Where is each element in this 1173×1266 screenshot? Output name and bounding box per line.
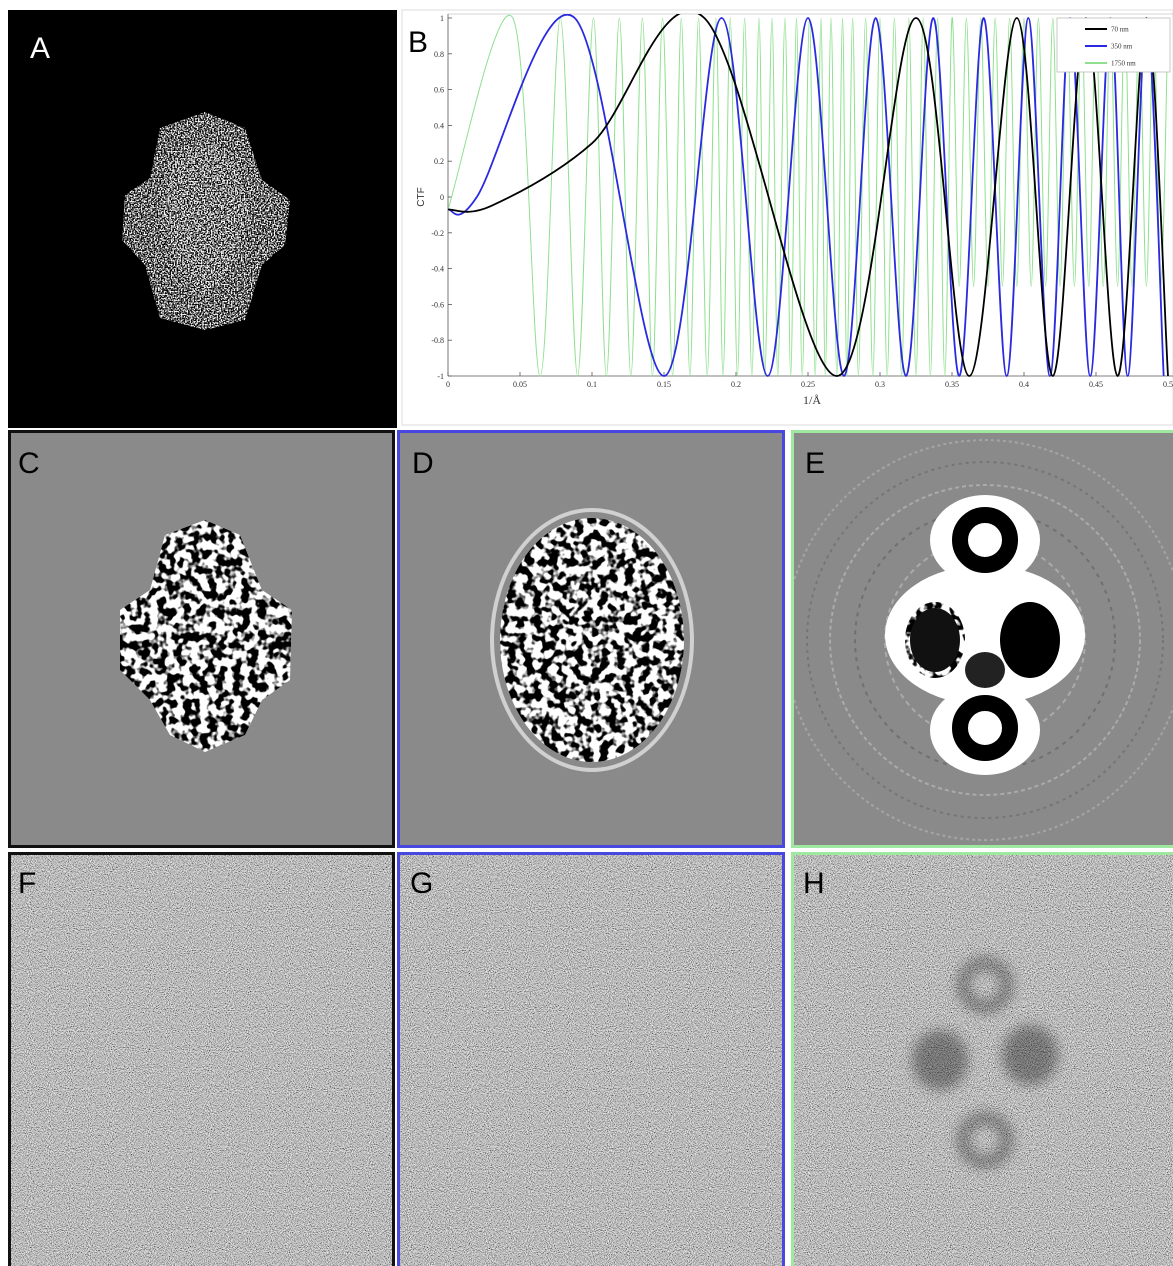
x-axis-label: 1/Å	[803, 393, 821, 407]
x-tick-label: 0.3	[875, 380, 885, 389]
y-tick-label: -0.6	[431, 300, 444, 309]
legend-label: 70 nm	[1111, 26, 1129, 34]
panel-label: C	[18, 447, 40, 480]
legend-label: 1750 nm	[1111, 60, 1136, 68]
y-tick-label: 1	[440, 14, 444, 23]
y-tick-label: -0.4	[431, 265, 444, 274]
y-tick-label: -1	[437, 372, 444, 381]
y-axis-label: CTF	[416, 187, 427, 206]
x-tick-label: 0.1	[587, 380, 597, 389]
panel-d-image	[500, 518, 684, 762]
panel-label: B	[408, 26, 428, 59]
x-tick-label: 0.45	[1089, 380, 1103, 389]
x-tick-label: 0	[446, 380, 450, 389]
y-tick-label: 0	[440, 193, 444, 202]
legend-label: 350 nm	[1111, 43, 1133, 51]
panel-label: E	[805, 447, 825, 480]
x-tick-label: 0.15	[657, 380, 671, 389]
y-tick-label: -0.8	[431, 336, 444, 345]
panel-h-image	[794, 855, 1173, 1266]
panel-label: G	[410, 867, 433, 900]
panel-g-image	[400, 855, 782, 1266]
y-tick-label: 0.8	[434, 50, 444, 59]
figure: 0 0.05 0.1 0.15 0.2 0.25 0.3 0.35 0.4 0.45 0.5 -1 -0…	[0, 0, 1173, 1266]
panel-label: F	[18, 867, 36, 900]
x-tick-label: 0.25	[801, 380, 815, 389]
panel-label: D	[412, 447, 434, 480]
x-tick-label: 0.05	[513, 380, 527, 389]
y-tick-label: 0.2	[434, 157, 444, 166]
x-tick-label: 0.5	[1163, 380, 1173, 389]
panel-label: H	[803, 867, 825, 900]
y-tick-label: -0.2	[431, 229, 444, 238]
page: {"panels": [{"label": "A"}, {"label": "B…	[0, 0, 1173, 1266]
x-tick-label: 0.4	[1019, 380, 1029, 389]
panel-f-image	[11, 855, 392, 1266]
panel-label: A	[30, 32, 50, 65]
x-tick-label: 0.35	[945, 380, 959, 389]
y-tick-label: 0.6	[434, 86, 444, 95]
x-tick-label: 0.2	[731, 380, 741, 389]
y-tick-label: 0.4	[434, 121, 444, 130]
